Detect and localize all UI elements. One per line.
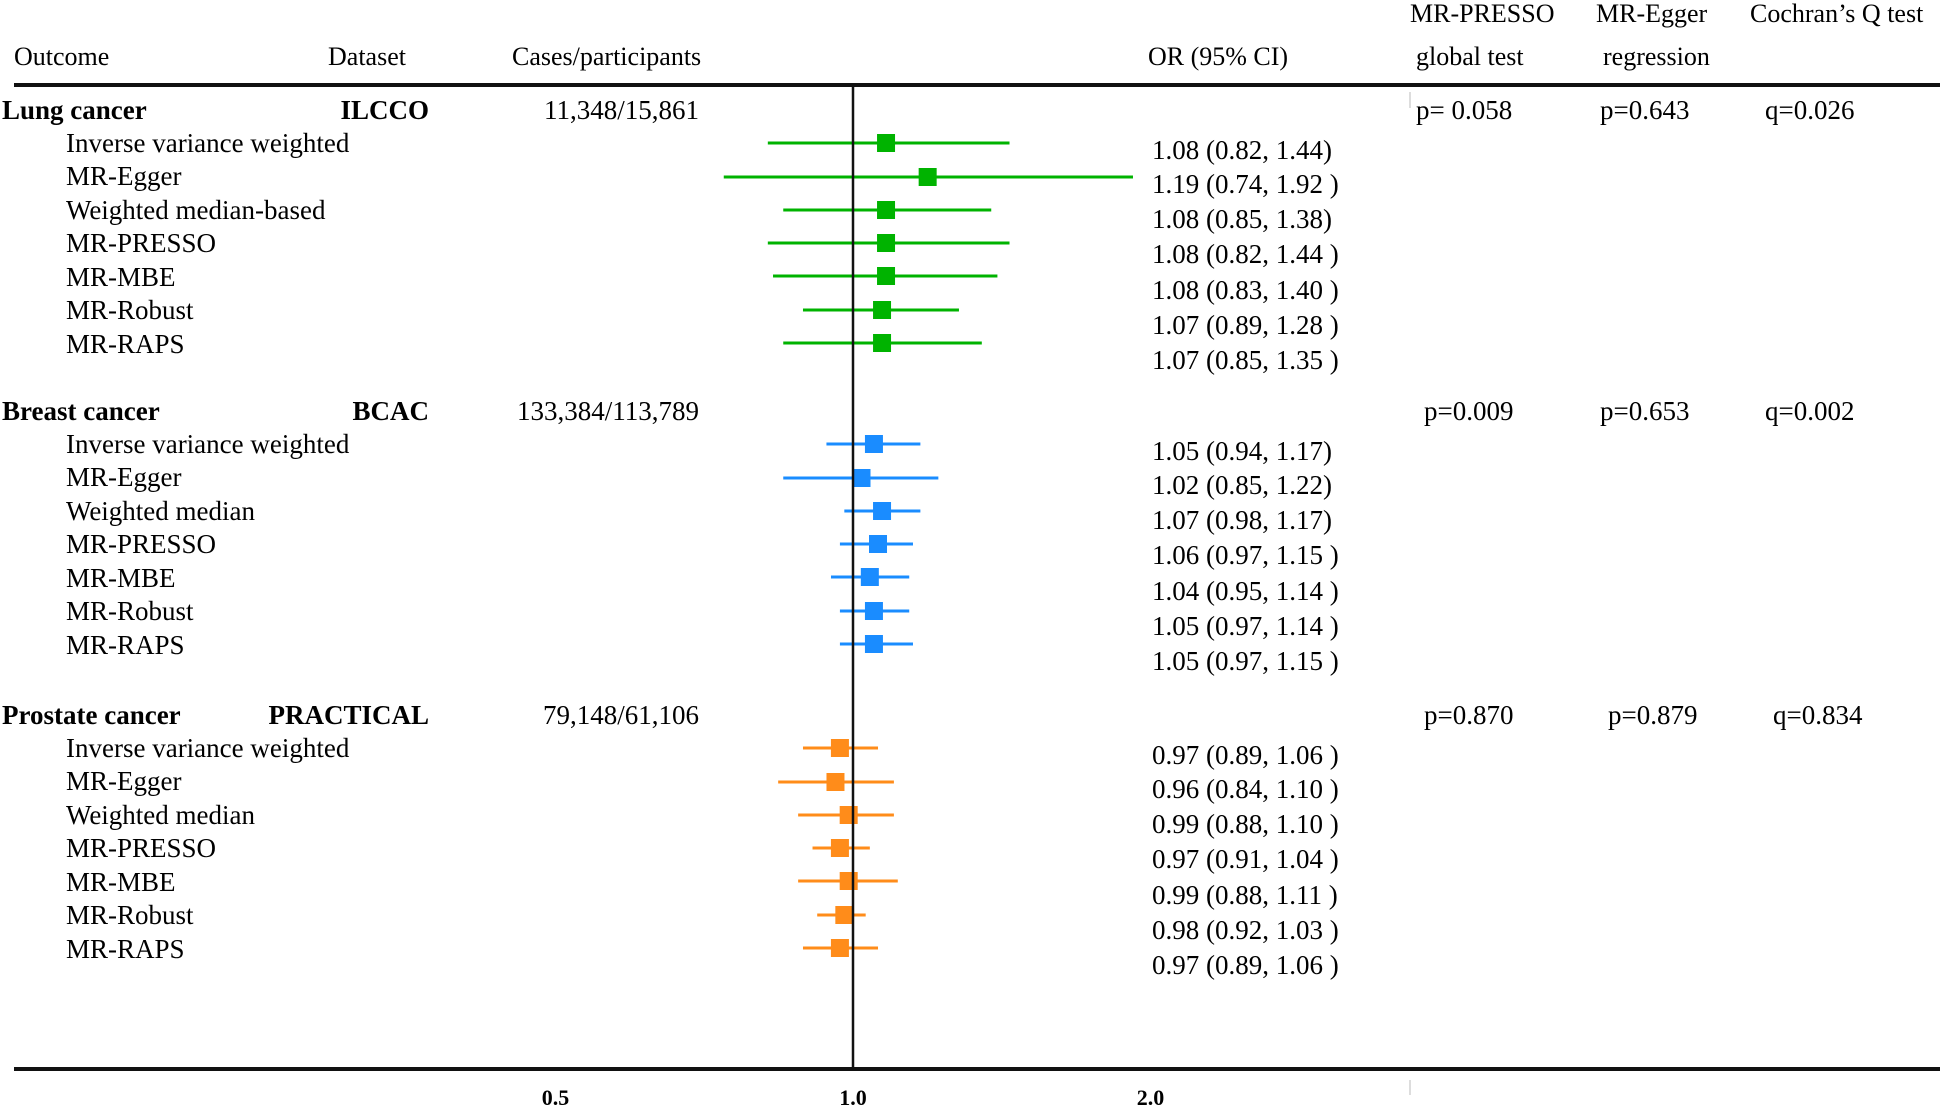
outcome-group-breast-cancer: Breast cancer BCAC 133,384/113,789 p=0.009 p… <box>2 396 1854 676</box>
point-estimate-marker <box>869 535 888 553</box>
header-outcome: Outcome <box>14 42 109 71</box>
method-label: MR-MBE <box>66 563 176 593</box>
group-egger-p: p=0.879 <box>1608 700 1697 730</box>
method-label: MR-MBE <box>66 262 176 292</box>
or-ci-value: 1.08 (0.82, 1.44 ) <box>1152 239 1339 269</box>
point-estimate-marker <box>864 435 883 453</box>
header-or-ci: OR (95% CI) <box>1148 42 1288 71</box>
method-label: MR-RAPS <box>66 630 185 660</box>
or-ci-value: 0.99 (0.88, 1.10 ) <box>1152 809 1339 839</box>
or-ci-value: 1.07 (0.89, 1.28 ) <box>1152 310 1339 340</box>
method-label: MR-RAPS <box>66 329 185 359</box>
method-label: Weighted median <box>66 496 256 526</box>
group-cochran-q: q=0.002 <box>1765 396 1854 426</box>
point-estimate-marker <box>860 568 879 586</box>
point-estimate-marker <box>873 502 892 520</box>
or-ci-value: 1.08 (0.83, 1.40 ) <box>1152 275 1339 305</box>
point-estimate-marker <box>877 134 896 152</box>
or-ci-value: 1.04 (0.95, 1.14 ) <box>1152 576 1339 606</box>
or-ci-value: 1.08 (0.85, 1.38) <box>1152 204 1332 234</box>
group-dataset-label: ILCCO <box>340 95 429 125</box>
or-ci-value: 1.06 (0.97, 1.15 ) <box>1152 540 1339 570</box>
method-label: MR-PRESSO <box>66 529 216 559</box>
method-label: MR-PRESSO <box>66 833 216 863</box>
point-estimate-marker <box>877 267 896 285</box>
point-estimate-marker <box>864 602 883 620</box>
or-ci-value: 0.97 (0.89, 1.06 ) <box>1152 740 1339 770</box>
x-tick-label: 1.0 <box>839 1085 867 1110</box>
or-ci-value: 1.05 (0.94, 1.17) <box>1152 436 1332 466</box>
method-label: MR-Robust <box>66 295 194 325</box>
header-cochran: Cochran’s Q test <box>1750 0 1924 28</box>
point-estimate-marker <box>830 839 849 857</box>
group-cases-label: 133,384/113,789 <box>517 396 699 426</box>
point-estimate-marker <box>877 234 896 252</box>
group-presso-p: p=0.870 <box>1424 700 1513 730</box>
group-cochran-q: q=0.026 <box>1765 95 1854 125</box>
point-estimate-marker <box>877 201 896 219</box>
method-label: Inverse variance weighted <box>66 733 350 763</box>
x-tick-label: 2.0 <box>1137 1085 1165 1110</box>
or-ci-value: 1.19 (0.74, 1.92 ) <box>1152 169 1339 199</box>
group-outcome-label: Prostate cancer <box>2 700 181 730</box>
header-presso-line1: MR-PRESSO <box>1410 0 1555 28</box>
or-ci-value: 1.07 (0.85, 1.35 ) <box>1152 345 1339 375</box>
header-presso-line2: global test <box>1416 42 1524 71</box>
group-cases-label: 79,148/61,106 <box>543 700 699 730</box>
method-label: MR-RAPS <box>66 934 185 964</box>
method-label: MR-Robust <box>66 900 194 930</box>
point-estimate-marker <box>873 301 892 319</box>
method-label: MR-MBE <box>66 867 176 897</box>
or-ci-value: 1.05 (0.97, 1.14 ) <box>1152 611 1339 641</box>
group-egger-p: p=0.653 <box>1600 396 1689 426</box>
method-label: MR-Egger <box>66 462 181 492</box>
method-label: MR-Egger <box>66 766 181 796</box>
method-label: MR-PRESSO <box>66 228 216 258</box>
group-cochran-q: q=0.834 <box>1773 700 1863 730</box>
x-tick-label: 0.5 <box>542 1085 570 1110</box>
point-estimate-marker <box>835 906 854 924</box>
method-label: Weighted median <box>66 800 256 830</box>
point-estimate-marker <box>864 635 883 653</box>
or-ci-value: 1.07 (0.98, 1.17) <box>1152 505 1332 535</box>
point-estimate-marker <box>852 469 871 487</box>
or-ci-value: 0.97 (0.91, 1.04 ) <box>1152 844 1339 874</box>
header-egger-line2: regression <box>1603 42 1710 71</box>
group-presso-p: p= 0.058 <box>1416 95 1512 125</box>
or-ci-value: 0.98 (0.92, 1.03 ) <box>1152 915 1339 945</box>
point-estimate-marker <box>918 168 937 186</box>
method-label: MR-Robust <box>66 596 194 626</box>
group-outcome-label: Breast cancer <box>2 396 160 426</box>
group-dataset-label: PRACTICAL <box>268 700 429 730</box>
or-ci-value: 0.96 (0.84, 1.10 ) <box>1152 774 1339 804</box>
method-label: Weighted median-based <box>66 195 326 225</box>
or-ci-value: 1.05 (0.97, 1.15 ) <box>1152 646 1339 676</box>
point-estimate-marker <box>873 334 892 352</box>
outcome-group-lung-cancer: Lung cancer ILCCO 11,348/15,861 p= 0.058 p=0… <box>2 95 1854 375</box>
group-dataset-label: BCAC <box>352 396 429 426</box>
or-ci-value: 0.99 (0.88, 1.11 ) <box>1152 880 1338 910</box>
or-ci-value: 1.02 (0.85, 1.22) <box>1152 470 1332 500</box>
group-outcome-label: Lung cancer <box>2 95 147 125</box>
point-estimate-marker <box>839 872 858 890</box>
outcome-group-prostate-cancer: Prostate cancer PRACTICAL 79,148/61,106 p=0… <box>2 700 1863 980</box>
method-label: Inverse variance weighted <box>66 128 350 158</box>
header-egger-line1: MR-Egger <box>1596 0 1708 28</box>
point-estimate-marker <box>830 939 849 957</box>
point-estimate-marker <box>839 806 858 824</box>
method-label: Inverse variance weighted <box>66 429 350 459</box>
group-presso-p: p=0.009 <box>1424 396 1513 426</box>
or-ci-value: 0.97 (0.89, 1.06 ) <box>1152 950 1339 980</box>
header-dataset: Dataset <box>328 42 407 71</box>
point-estimate-marker <box>826 773 845 791</box>
or-ci-value: 1.08 (0.82, 1.44) <box>1152 135 1332 165</box>
group-cases-label: 11,348/15,861 <box>544 95 699 125</box>
group-egger-p: p=0.643 <box>1600 95 1689 125</box>
header-cases: Cases/participants <box>512 42 701 71</box>
method-label: MR-Egger <box>66 161 181 191</box>
point-estimate-marker <box>830 739 849 757</box>
